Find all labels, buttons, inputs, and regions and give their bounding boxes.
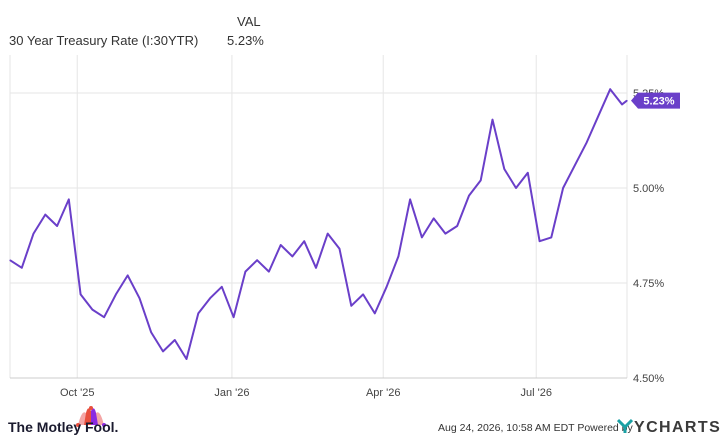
data-point: [527, 172, 529, 174]
data-point: [362, 293, 364, 295]
data-point: [256, 259, 258, 261]
data-point: [550, 236, 552, 238]
legend-series-value: 5.23%: [227, 33, 264, 48]
x-tick-label: Jul '26: [520, 387, 551, 399]
data-point: [385, 286, 388, 288]
data-point: [44, 214, 46, 216]
data-point: [456, 225, 458, 227]
data-point: [291, 255, 294, 257]
data-point: [232, 316, 235, 318]
x-tick-label: Apr '26: [366, 387, 401, 399]
data-point: [409, 198, 411, 200]
data-point: [350, 305, 352, 307]
data-point: [621, 103, 623, 105]
data-point: [280, 244, 282, 246]
data-point: [315, 267, 317, 269]
data-point: [338, 248, 341, 250]
data-point: [433, 217, 435, 219]
x-tick-label: Jan '26: [214, 387, 249, 399]
data-point: [127, 274, 129, 276]
y-tick-label: 4.75%: [633, 278, 664, 290]
data-point: [9, 259, 11, 261]
data-point: [209, 297, 211, 299]
data-point: [574, 164, 576, 166]
data-point: [491, 119, 494, 121]
data-point: [138, 297, 141, 299]
data-point: [68, 198, 70, 200]
series-line: [9, 88, 628, 360]
brand-name: The Motley Fool.: [8, 419, 119, 435]
y-tick-label: 5.00%: [633, 183, 664, 195]
data-point: [374, 312, 376, 314]
data-point: [221, 286, 223, 288]
data-point: [150, 331, 152, 333]
legend-column-label: VAL: [237, 14, 261, 29]
data-point: [586, 141, 588, 143]
data-point: [56, 225, 58, 227]
data-point: [515, 187, 517, 189]
data-point: [197, 312, 199, 314]
data-point: [538, 240, 541, 242]
data-point: [626, 100, 628, 102]
data-point: [244, 271, 246, 273]
data-point: [115, 293, 117, 295]
data-point: [397, 255, 399, 257]
data-point: [480, 179, 482, 181]
timestamp: Aug 24, 2026, 10:58 AM EDT Powered by: [438, 422, 633, 434]
data-point: [174, 339, 176, 341]
last-value-label: 5.23%: [643, 96, 674, 108]
data-point: [162, 350, 164, 352]
data-point: [80, 293, 82, 295]
data-point: [327, 233, 329, 235]
ycharts-brand[interactable]: YCHARTS: [634, 419, 720, 436]
data-point: [503, 168, 505, 170]
data-point: [21, 267, 23, 269]
data-point: [91, 309, 93, 311]
data-point: [468, 195, 470, 197]
data-point: [421, 236, 423, 238]
x-tick-label: Oct '25: [60, 387, 95, 399]
jester-hat-icon: [76, 406, 106, 427]
data-point: [185, 358, 188, 360]
ycharts-icon: [617, 418, 633, 433]
last-value-badge: [631, 92, 680, 109]
legend-series-name: 30 Year Treasury Rate (I:30YTR): [9, 33, 199, 48]
data-point: [609, 88, 611, 90]
data-point: [103, 316, 105, 318]
data-point: [32, 233, 35, 235]
data-point: [562, 187, 564, 189]
data-point: [303, 240, 305, 242]
y-tick-label: 4.50%: [633, 373, 664, 385]
data-point: [268, 271, 270, 273]
data-point: [444, 233, 447, 235]
data-point: [597, 115, 600, 117]
footer: The Motley Fool. Aug 24, 2026, 10:58 AM …: [0, 405, 720, 441]
